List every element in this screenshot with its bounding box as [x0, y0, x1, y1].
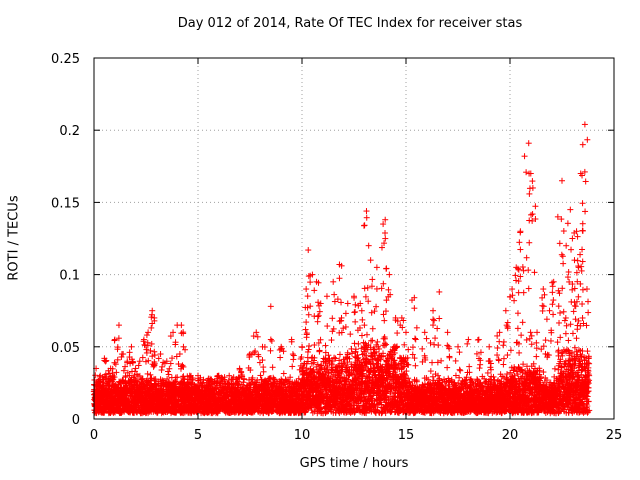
- roti-point: [374, 339, 380, 345]
- roti-point: [383, 342, 389, 348]
- roti-point: [430, 374, 436, 380]
- roti-point: [257, 372, 263, 378]
- roti-point: [352, 340, 358, 346]
- data-points: [91, 121, 592, 416]
